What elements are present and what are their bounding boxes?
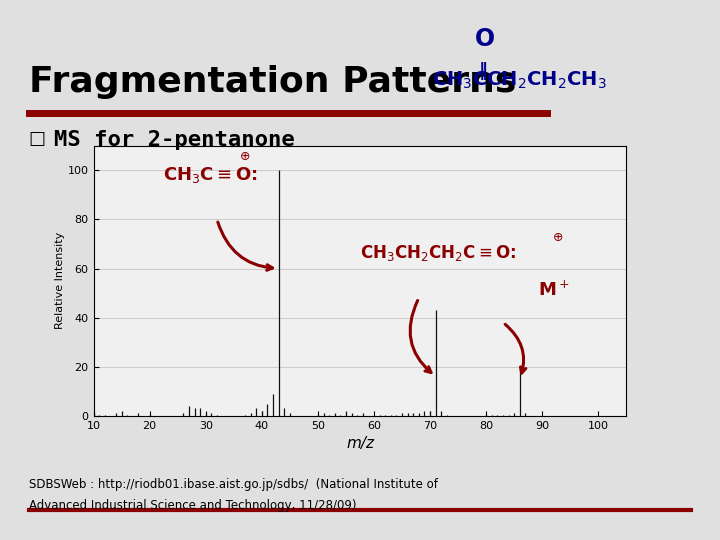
Text: CH$_3$C$\equiv$O:: CH$_3$C$\equiv$O: xyxy=(163,165,258,185)
Text: □: □ xyxy=(29,130,46,147)
X-axis label: m/z: m/z xyxy=(346,436,374,451)
Text: SDBSWeb : http://riodb01.ibase.aist.go.jp/sdbs/  (National Institute of: SDBSWeb : http://riodb01.ibase.aist.go.j… xyxy=(29,478,438,491)
Text: ⊕: ⊕ xyxy=(553,231,563,244)
Text: O: O xyxy=(475,27,495,51)
Text: MS for 2-pentanone: MS for 2-pentanone xyxy=(54,130,294,150)
Text: ⊕: ⊕ xyxy=(240,150,251,163)
Text: Fragmentation Patterns: Fragmentation Patterns xyxy=(29,65,516,99)
Text: M$^+$: M$^+$ xyxy=(539,281,570,300)
Text: Advanced Industrial Science and Technology, 11/28/09): Advanced Industrial Science and Technolo… xyxy=(29,500,356,512)
Text: CH$_3$CCH$_2$CH$_2$CH$_3$: CH$_3$CCH$_2$CH$_2$CH$_3$ xyxy=(432,70,607,91)
Y-axis label: Relative Intensity: Relative Intensity xyxy=(55,232,65,329)
Text: CH$_3$CH$_2$CH$_2$C$\equiv$O:: CH$_3$CH$_2$CH$_2$C$\equiv$O: xyxy=(360,243,516,263)
Text: ‖: ‖ xyxy=(479,62,488,80)
